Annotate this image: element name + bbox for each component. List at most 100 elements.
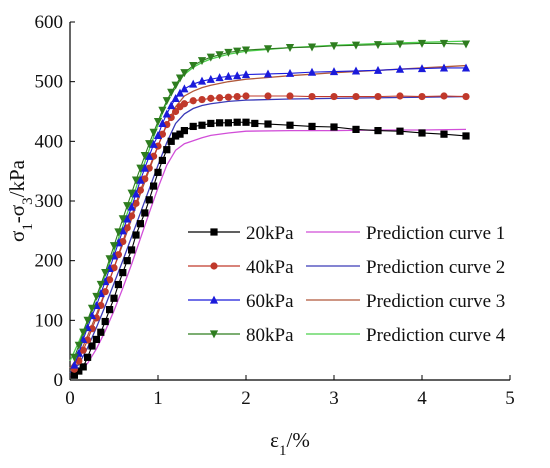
y-tick-label: 200 [35, 251, 64, 272]
data-point [114, 228, 123, 237]
data-point [224, 48, 233, 57]
legend-item: Prediction curve 3 [306, 291, 505, 312]
series-60kPa [70, 63, 471, 369]
data-point [132, 199, 140, 207]
data-point [233, 47, 242, 56]
data-point [180, 84, 189, 93]
data-point [131, 189, 141, 198]
data-point [92, 314, 100, 322]
data-point [439, 39, 449, 48]
data-point [70, 371, 78, 379]
data-point [285, 68, 295, 77]
prediction-curve-2 [69, 95, 467, 374]
data-point [97, 328, 105, 336]
data-point [176, 130, 184, 138]
legend: 20kPa 40kPa 60kPa 80kPa Prediction curve 1 Pr… [188, 223, 506, 346]
data-point [136, 186, 144, 194]
data-point [330, 92, 338, 101]
data-point [140, 152, 149, 161]
legend-label: Prediction curve 3 [366, 291, 505, 312]
legend-item: 20kPa [188, 223, 294, 244]
data-point [241, 70, 251, 79]
data-point [286, 121, 294, 129]
data-point [154, 168, 162, 176]
data-point [418, 92, 426, 101]
data-point [461, 63, 471, 72]
data-point [123, 202, 132, 211]
data-point [207, 119, 215, 128]
series-20kPa [70, 118, 470, 379]
data-point [197, 57, 207, 66]
data-point [241, 46, 251, 55]
data-point [79, 335, 88, 344]
data-point [216, 119, 224, 127]
axes: 0 100 200 300 400 500 600 0 1 2 3 4 5 [35, 12, 515, 409]
data-point [145, 196, 153, 204]
data-point [70, 353, 79, 362]
legend-label: 20kPa [246, 223, 294, 244]
data-point [119, 237, 127, 246]
legend-label: Prediction curve 1 [366, 223, 505, 244]
data-point [106, 276, 114, 284]
data-point [141, 209, 149, 217]
x-tick-label: 1 [153, 388, 163, 409]
data-point [417, 64, 427, 73]
data-point [79, 328, 88, 337]
legend-item: 60kPa [188, 291, 294, 312]
data-point [123, 214, 132, 223]
legend-label: 60kPa [246, 291, 294, 312]
data-point [233, 118, 241, 126]
data-point [140, 163, 149, 172]
data-point [462, 92, 470, 101]
data-point [127, 202, 136, 211]
data-point [128, 246, 136, 254]
data-point [189, 61, 198, 70]
y-tick-label: 300 [35, 191, 64, 212]
data-point [462, 132, 470, 140]
data-point [88, 342, 96, 350]
data-point [172, 132, 180, 140]
data-point [158, 106, 167, 115]
data-point [189, 79, 198, 88]
y-tick-label: 600 [35, 12, 64, 33]
data-point [216, 94, 224, 102]
y-axis-label: σ1-σ3/kPa [5, 159, 36, 242]
data-point [189, 122, 197, 131]
data-point [158, 130, 166, 138]
data-point [162, 109, 171, 118]
data-point [242, 118, 250, 126]
data-point [114, 280, 122, 289]
data-point [251, 119, 259, 128]
data-point [145, 140, 154, 149]
data-point [167, 137, 175, 145]
data-point [109, 242, 119, 251]
series-80kPa [70, 39, 471, 362]
legend-item: Prediction curve 4 [306, 325, 506, 346]
data-point [118, 226, 127, 235]
data-point [264, 120, 272, 128]
data-point [395, 40, 405, 49]
data-point [352, 92, 360, 101]
data-point [153, 130, 163, 139]
data-point [329, 42, 339, 51]
data-point [101, 317, 109, 326]
x-tick-label: 0 [65, 388, 75, 409]
x-tick-label: 2 [241, 388, 251, 409]
data-point [224, 93, 232, 101]
data-point [189, 97, 197, 105]
legend-item: Prediction curve 2 [306, 257, 505, 278]
data-point [396, 92, 404, 100]
data-point [198, 121, 206, 129]
data-point [395, 64, 405, 73]
data-point [163, 146, 171, 154]
data-point [285, 44, 295, 53]
y-tick-label: 400 [35, 131, 64, 152]
legend-marker [210, 228, 218, 236]
data-point [118, 215, 127, 224]
data-point [180, 126, 188, 135]
data-point [180, 69, 189, 78]
data-point [92, 335, 100, 344]
data-point [440, 92, 448, 100]
y-tick-label: 500 [35, 72, 64, 93]
